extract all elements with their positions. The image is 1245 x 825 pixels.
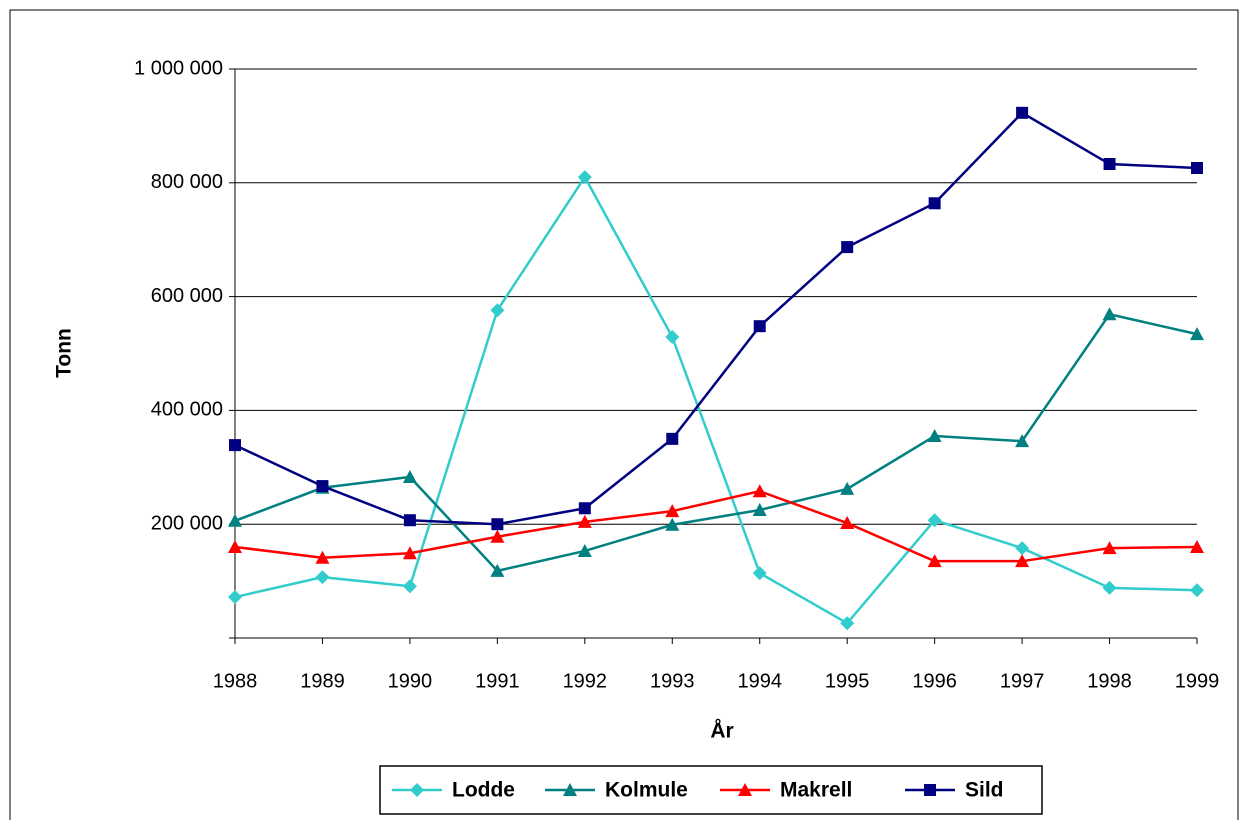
data-point [1190,583,1204,598]
data-point [1190,327,1204,341]
x-tick-label: 1995 [825,670,870,692]
legend-label: Makrell [780,779,852,802]
series-line [234,111,1198,526]
y-tick-label: 400 000 [151,399,223,421]
data-point [927,513,942,528]
data-point [665,329,680,344]
data-point [315,550,330,564]
data-point [490,303,505,318]
data-point [491,518,504,531]
data-point [1103,158,1116,171]
series-line [234,489,1198,563]
data-point [753,320,766,333]
legend-label: Kolmule [605,779,688,802]
legend-label: Sild [965,779,1004,802]
data-point [403,514,416,527]
chart-frame [9,9,1239,825]
data-point [666,432,679,445]
data-point [840,481,855,495]
y-axis-label: Tonn [53,328,76,378]
series-line [234,174,1198,625]
x-tick-label: 1994 [737,670,782,692]
data-point [578,502,591,515]
data-point [840,616,855,631]
data-point [928,197,941,210]
x-tick-label: 1992 [563,670,608,692]
y-tick-label: 600 000 [151,285,223,307]
data-point [490,563,505,577]
y-tick-label: 1 000 000 [134,57,223,79]
legend-swatch-marker [410,783,424,797]
x-tick-label: 1998 [1087,670,1132,692]
x-axis-label: År [710,719,733,743]
y-tick-label: 800 000 [151,171,223,193]
data-point [841,241,854,254]
data-point [665,504,680,518]
data-point [752,502,767,516]
data-point [316,480,329,493]
data-point [1016,106,1029,119]
data-point [577,170,592,185]
data-point [927,554,942,568]
data-point [228,590,242,605]
x-tick-label: 1989 [300,670,345,692]
data-point [1015,541,1030,556]
data-point [577,514,592,528]
data-point [752,484,767,498]
data-point [229,439,241,452]
data-point [228,513,242,527]
legend-swatch-marker [563,783,577,796]
data-point [402,546,417,560]
x-tick-label: 1997 [1000,670,1045,692]
series-line [234,312,1198,573]
y-tick-label: 200 000 [151,512,223,534]
data-point [315,570,330,585]
data-point [752,566,767,581]
data-point [1102,580,1117,595]
data-point [1015,434,1030,448]
data-point [840,516,855,530]
data-point [402,579,417,594]
legend-label: Lodde [452,779,515,802]
data-point [1191,162,1203,175]
data-point [1102,541,1117,555]
data-point [402,469,417,483]
data-point [1102,307,1117,321]
legend-swatch-marker [738,783,752,796]
x-tick-label: 1990 [388,670,433,692]
data-point [927,429,942,443]
x-tick-label: 1993 [650,670,695,692]
data-point [228,539,242,553]
legend-swatch-marker [924,784,936,796]
data-point [665,517,680,531]
x-tick-label: 1996 [912,670,957,692]
x-tick-label: 1999 [1175,670,1220,692]
data-point [490,529,505,543]
data-point [1190,539,1204,553]
x-tick-label: 1991 [475,670,520,692]
x-tick-label: 1988 [213,670,258,692]
data-point [577,543,592,557]
data-point [1015,554,1030,568]
